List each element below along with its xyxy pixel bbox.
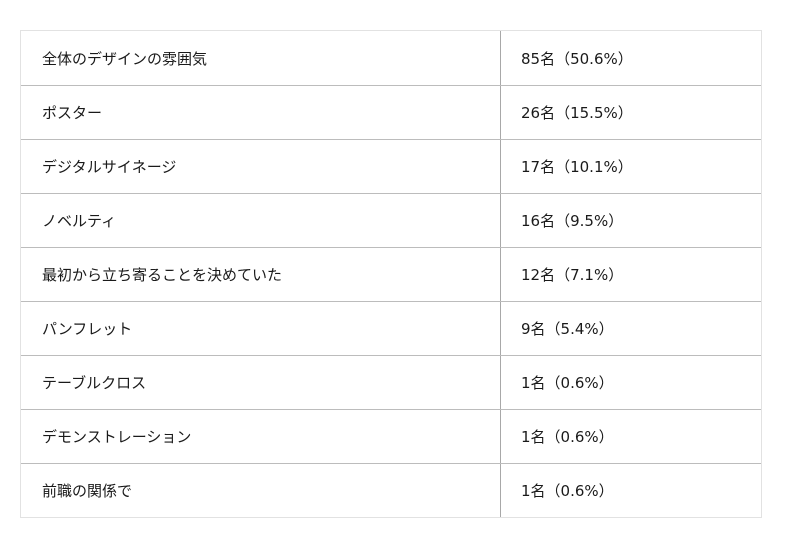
item-cell: 全体のデザインの雰囲気 <box>21 31 501 85</box>
table-row: デジタルサイネージ 17名（10.1%） <box>21 139 761 193</box>
table-row: 前職の関係で 1名（0.6%） <box>21 463 761 517</box>
count-cell: 9名（5.4%） <box>521 320 614 338</box>
count-cell: 26名（15.5%） <box>521 104 633 122</box>
item-cell: デモンストレーション <box>21 410 501 463</box>
table-row: ポスター 26名（15.5%） <box>21 85 761 139</box>
count-cell: 12名（7.1%） <box>521 266 624 284</box>
count-cell: 1名（0.6%） <box>521 374 614 392</box>
count-cell: 1名（0.6%） <box>521 428 614 446</box>
item-cell: パンフレット <box>21 302 501 355</box>
table-row: テーブルクロス 1名（0.6%） <box>21 355 761 409</box>
results-table: 全体のデザインの雰囲気 85名（50.6%） ポスター 26名（15.5%） デ… <box>20 30 762 518</box>
item-cell: デジタルサイネージ <box>21 140 501 193</box>
table-row: 最初から立ち寄ることを決めていた 12名（7.1%） <box>21 247 761 301</box>
count-cell: 1名（0.6%） <box>521 482 614 500</box>
table-row: デモンストレーション 1名（0.6%） <box>21 409 761 463</box>
table-row: 全体のデザインの雰囲気 85名（50.6%） <box>21 31 761 85</box>
table-row: ノベルティ 16名（9.5%） <box>21 193 761 247</box>
item-cell: テーブルクロス <box>21 356 501 409</box>
count-cell: 17名（10.1%） <box>521 158 633 176</box>
count-cell: 85名（50.6%） <box>521 49 633 68</box>
item-cell: 前職の関係で <box>21 464 501 517</box>
item-cell: ノベルティ <box>21 194 501 247</box>
item-cell: ポスター <box>21 86 501 139</box>
table-row: パンフレット 9名（5.4%） <box>21 301 761 355</box>
count-cell: 16名（9.5%） <box>521 212 624 230</box>
item-cell: 最初から立ち寄ることを決めていた <box>21 248 501 301</box>
